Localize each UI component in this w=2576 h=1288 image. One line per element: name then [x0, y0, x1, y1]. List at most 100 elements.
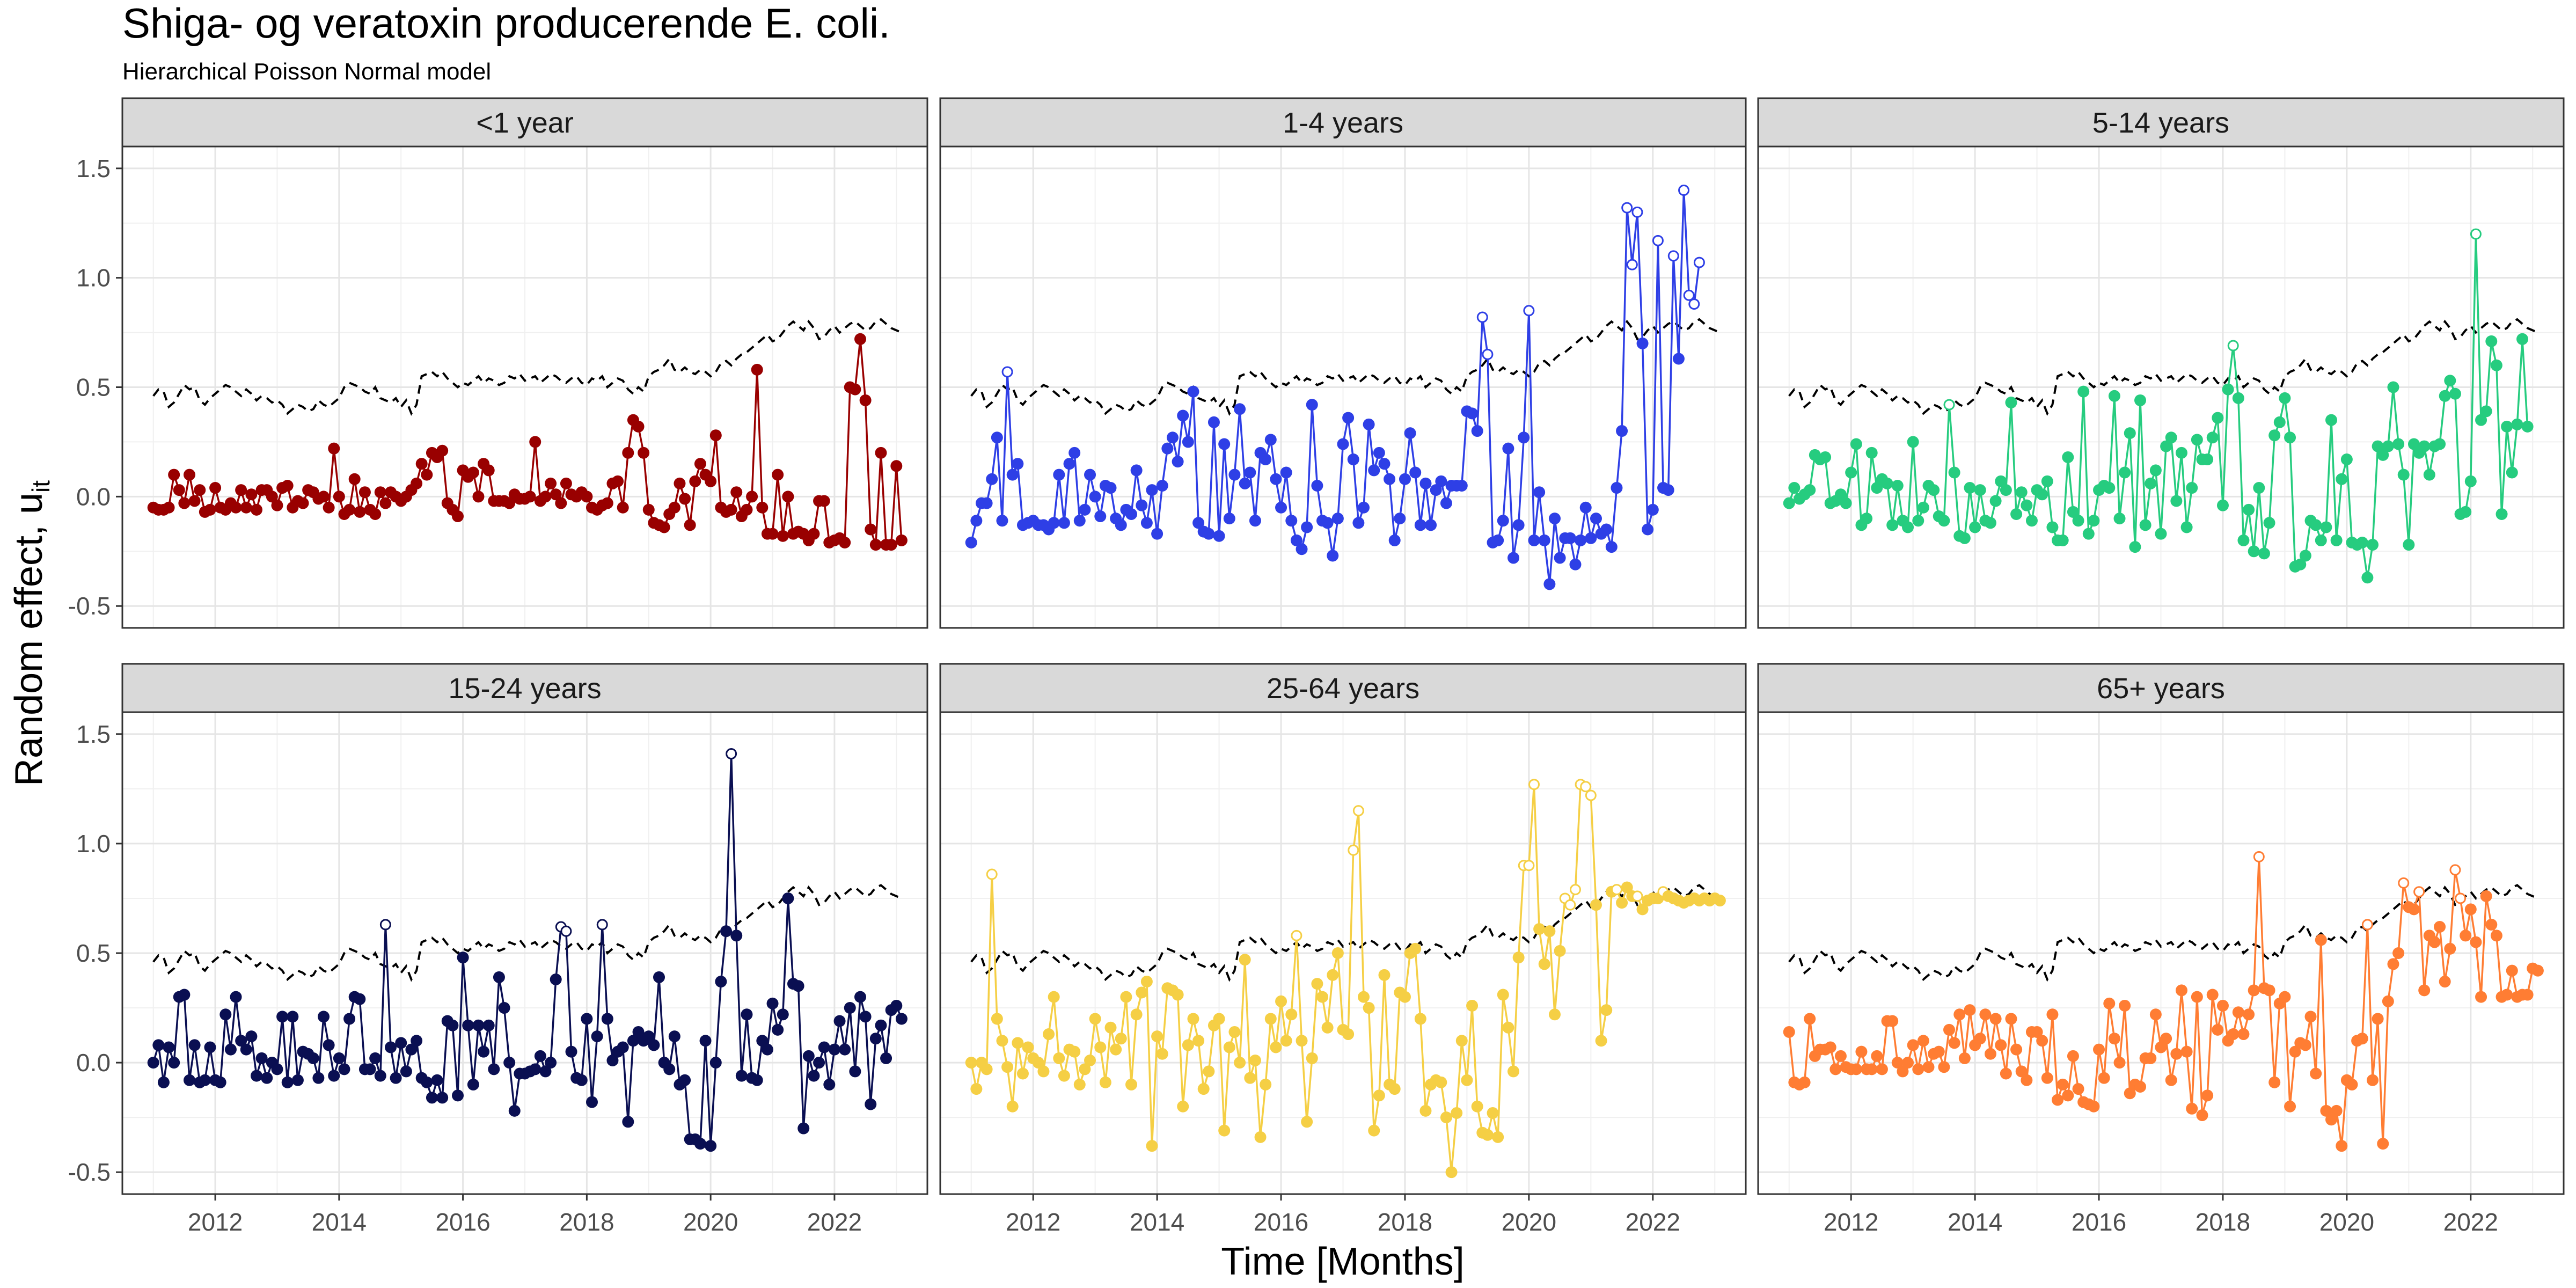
facet-strip	[939, 663, 1747, 713]
data-point	[730, 930, 743, 942]
data-point-open	[1631, 206, 1643, 218]
data-point	[1419, 1104, 1432, 1117]
data-point	[1156, 479, 1168, 492]
data-point	[2407, 903, 2420, 916]
data-point	[482, 1019, 495, 1031]
data-point	[2036, 488, 2048, 501]
data-point	[1579, 501, 1592, 514]
data-point	[436, 1092, 449, 1104]
data-point	[1538, 534, 1550, 546]
data-point	[184, 469, 195, 481]
data-point	[1979, 1008, 1992, 1021]
data-point	[2521, 989, 2534, 1001]
data-point	[478, 1045, 490, 1058]
data-point	[1161, 442, 1174, 455]
x-tick-label: 2020	[2319, 1208, 2374, 1236]
data-point	[642, 503, 655, 516]
data-point-open	[1528, 779, 1540, 791]
data-point-open	[2449, 864, 2461, 876]
data-point	[2356, 536, 2368, 548]
data-point	[1948, 1037, 1960, 1049]
data-point-open	[2398, 877, 2410, 889]
data-point	[2180, 521, 2193, 533]
data-point	[152, 1039, 165, 1051]
data-point	[2145, 477, 2157, 489]
data-point	[550, 488, 562, 501]
data-point	[529, 1063, 541, 1075]
data-point-open	[2253, 851, 2265, 862]
data-point	[2124, 1087, 2136, 1100]
data-point	[735, 1070, 748, 1082]
data-point	[1466, 407, 1479, 420]
data-point	[2464, 903, 2477, 916]
data-point	[374, 486, 386, 499]
data-point-open	[1652, 235, 1664, 246]
data-point	[581, 491, 593, 503]
data-point	[1855, 1045, 1868, 1058]
data-point	[1481, 1129, 1494, 1141]
data-point-open	[2361, 919, 2373, 931]
data-point	[328, 442, 340, 455]
data-point	[2160, 440, 2172, 452]
data-point-open	[1348, 844, 1359, 856]
data-point	[214, 1076, 226, 1088]
data-point	[219, 1008, 232, 1021]
data-point	[2010, 508, 2023, 520]
data-point	[1409, 942, 1422, 955]
data-point	[1399, 473, 1411, 485]
data-point	[1964, 1004, 1976, 1016]
data-point	[1928, 484, 1940, 496]
data-point	[1316, 991, 1329, 1003]
data-point	[1125, 508, 1138, 520]
data-point	[1140, 976, 1153, 988]
data-point	[622, 1116, 634, 1128]
data-point	[405, 1043, 418, 1056]
data-point	[1208, 416, 1220, 428]
data-point	[797, 1122, 810, 1135]
data-point	[452, 1089, 464, 1102]
data-point	[1331, 947, 1344, 959]
data-point	[2237, 534, 2250, 546]
data-point	[880, 1052, 892, 1064]
data-point	[751, 1074, 763, 1086]
data-point	[1228, 1026, 1241, 1038]
data-point	[1058, 1070, 1070, 1082]
data-point	[462, 1019, 474, 1031]
data-point	[2057, 534, 2069, 546]
data-point	[271, 1063, 283, 1075]
data-point	[1388, 1083, 1401, 1095]
data-point	[828, 1043, 840, 1056]
y-axis-title-main: Random effect, u	[8, 493, 50, 786]
data-point	[1296, 1035, 1308, 1047]
data-point	[2052, 1094, 2064, 1106]
data-point	[1022, 1041, 1034, 1053]
data-point	[890, 999, 903, 1012]
data-point	[447, 1019, 459, 1031]
facet-strip	[1757, 663, 2565, 713]
facet-panels: <1 year -0.5 0.0 0.5 1.0 1.5 1-4 years 5-14 yea…	[68, 97, 2565, 1236]
data-point-open	[1667, 250, 1679, 262]
data-point-open	[986, 868, 998, 880]
y-tick-label: 0.5	[76, 374, 111, 401]
data-point	[1213, 530, 1225, 542]
data-point	[379, 497, 392, 509]
data-point	[2372, 440, 2384, 452]
data-point	[209, 482, 222, 494]
data-point	[1228, 469, 1241, 481]
facet-panel-5: 65+ years 2012 2014 2016 2018 2020 2022	[1757, 663, 2565, 1236]
data-point	[668, 1030, 680, 1043]
x-tick-label: 2018	[559, 1208, 614, 1236]
facet-strip-label: 5-14 years	[2092, 107, 2229, 139]
data-point	[730, 486, 743, 499]
data-point	[818, 1041, 830, 1053]
data-point	[1902, 521, 1914, 533]
data-point	[1917, 501, 1929, 514]
data-point	[1120, 991, 1132, 1003]
data-point	[808, 1070, 820, 1082]
data-point	[663, 1063, 676, 1075]
data-point	[1043, 1028, 1055, 1041]
data-point	[1213, 1013, 1225, 1025]
data-point	[1569, 558, 1582, 570]
data-point	[1280, 1035, 1292, 1047]
data-point-open	[2470, 228, 2482, 240]
